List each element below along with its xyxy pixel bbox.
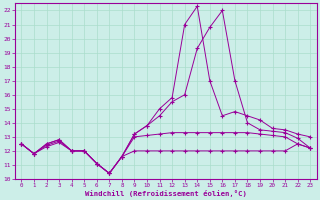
X-axis label: Windchill (Refroidissement éolien,°C): Windchill (Refroidissement éolien,°C) (85, 190, 247, 197)
